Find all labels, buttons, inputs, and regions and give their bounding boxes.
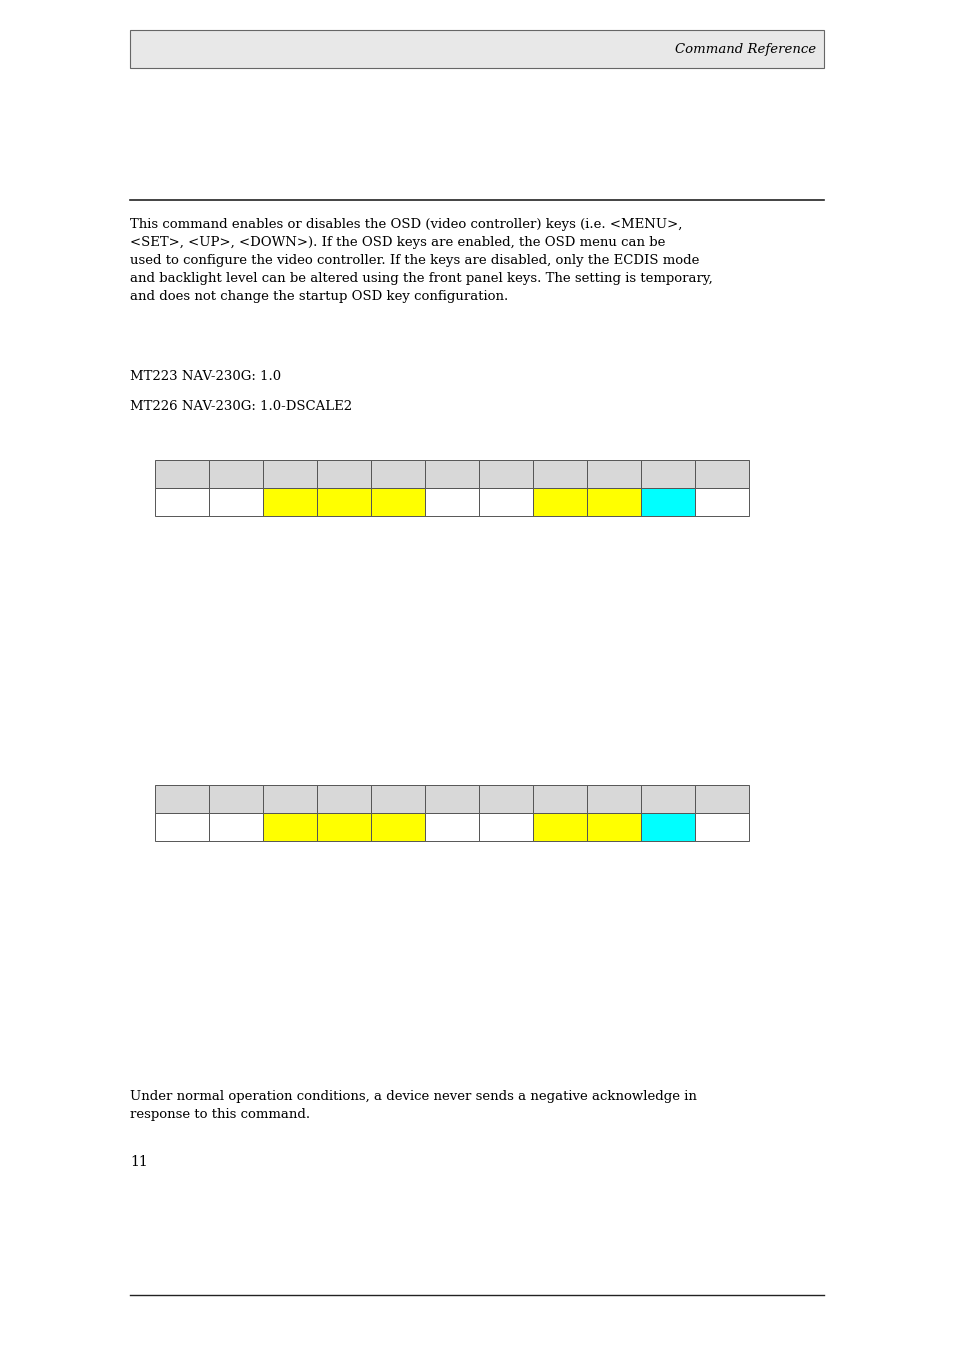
Bar	[478, 785, 533, 813]
Bar	[263, 813, 316, 842]
Text: Under normal operation conditions, a device never sends a negative acknowledge i: Under normal operation conditions, a dev…	[130, 1090, 696, 1121]
Bar	[316, 488, 371, 516]
Bar	[316, 459, 371, 488]
Bar	[640, 459, 695, 488]
Bar	[478, 813, 533, 842]
Bar	[533, 785, 586, 813]
Text: MT223 NAV-230G: 1.0: MT223 NAV-230G: 1.0	[130, 370, 281, 382]
Text: Command Reference: Command Reference	[674, 42, 815, 55]
Bar	[371, 459, 424, 488]
Bar	[640, 785, 695, 813]
Text: 11: 11	[130, 1155, 148, 1169]
Bar	[130, 30, 823, 68]
Bar	[154, 488, 209, 516]
Bar	[263, 488, 316, 516]
Bar	[154, 813, 209, 842]
Bar	[316, 813, 371, 842]
Bar	[640, 488, 695, 516]
Bar	[209, 459, 263, 488]
Text: MT226 NAV-230G: 1.0-DSCALE2: MT226 NAV-230G: 1.0-DSCALE2	[130, 400, 352, 413]
Bar	[371, 488, 424, 516]
Bar	[424, 785, 478, 813]
Bar	[695, 459, 748, 488]
Bar	[209, 488, 263, 516]
Bar	[371, 813, 424, 842]
Bar	[316, 785, 371, 813]
Bar	[263, 785, 316, 813]
Bar	[209, 785, 263, 813]
Bar	[640, 813, 695, 842]
Bar	[586, 459, 640, 488]
Bar	[371, 785, 424, 813]
Bar	[154, 785, 209, 813]
Bar	[478, 488, 533, 516]
Bar	[586, 785, 640, 813]
Bar	[478, 459, 533, 488]
Bar	[695, 785, 748, 813]
Bar	[424, 488, 478, 516]
Bar	[263, 459, 316, 488]
Bar	[424, 459, 478, 488]
Bar	[533, 459, 586, 488]
Bar	[695, 488, 748, 516]
Bar	[424, 813, 478, 842]
Bar	[586, 488, 640, 516]
Bar	[533, 813, 586, 842]
Bar	[154, 459, 209, 488]
Bar	[533, 488, 586, 516]
Bar	[695, 813, 748, 842]
Bar	[209, 813, 263, 842]
Bar	[586, 813, 640, 842]
Text: This command enables or disables the OSD (video controller) keys (i.e. <MENU>,
<: This command enables or disables the OSD…	[130, 218, 712, 303]
